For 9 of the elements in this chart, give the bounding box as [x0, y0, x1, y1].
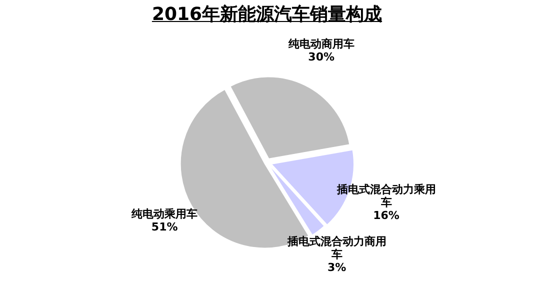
data-label: 3% — [327, 261, 346, 274]
slice-label: 纯电动商用车 — [287, 37, 354, 50]
chart-title: 2016年新能源汽车销量构成 — [152, 4, 382, 25]
data-label: 16% — [373, 208, 400, 222]
data-label: 51% — [151, 220, 178, 234]
slice-label: 插电式混合动力乘用车 — [336, 182, 436, 209]
data-label: 30% — [308, 50, 335, 64]
slice-label: 插电式混合动力商用车 — [286, 235, 386, 261]
slice-label: 纯电动乘用车 — [130, 208, 198, 220]
